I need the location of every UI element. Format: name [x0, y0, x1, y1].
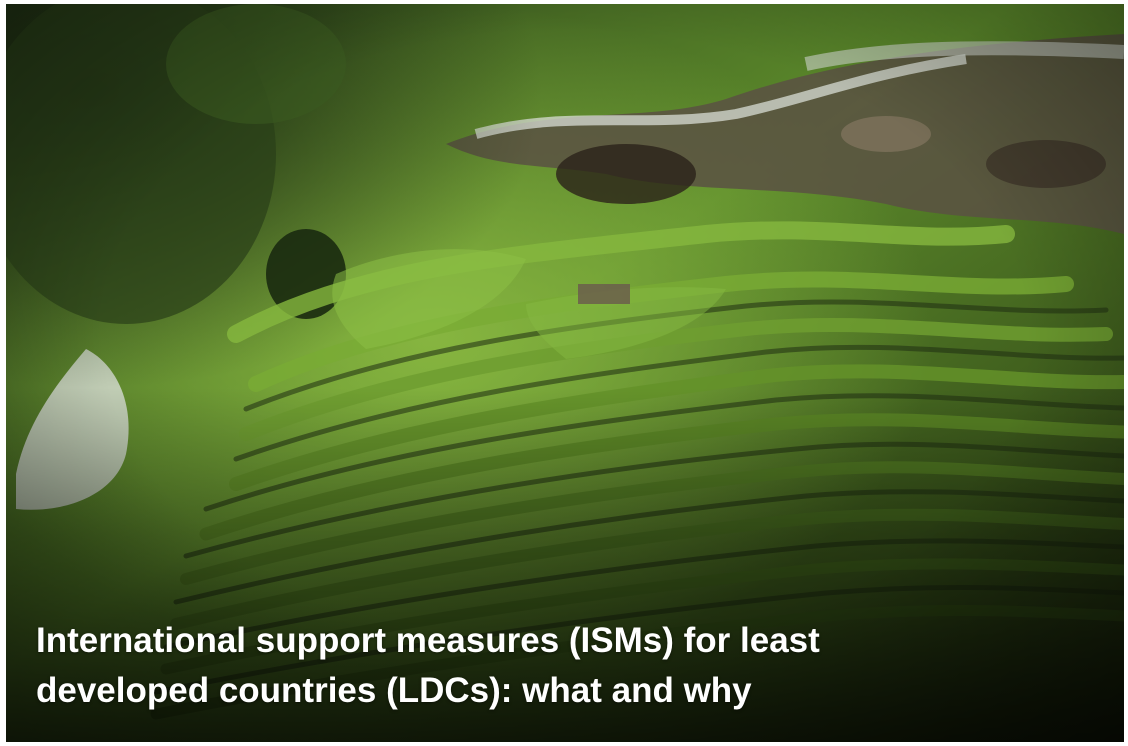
article-card[interactable]: International support measures (ISMs) fo… — [6, 4, 1124, 742]
article-title-line-1: International support measures (ISMs) fo… — [36, 621, 820, 660]
article-title-line-2: developed countries (LDCs): what and why — [36, 671, 752, 710]
article-title[interactable]: International support measures (ISMs) fo… — [36, 616, 956, 716]
